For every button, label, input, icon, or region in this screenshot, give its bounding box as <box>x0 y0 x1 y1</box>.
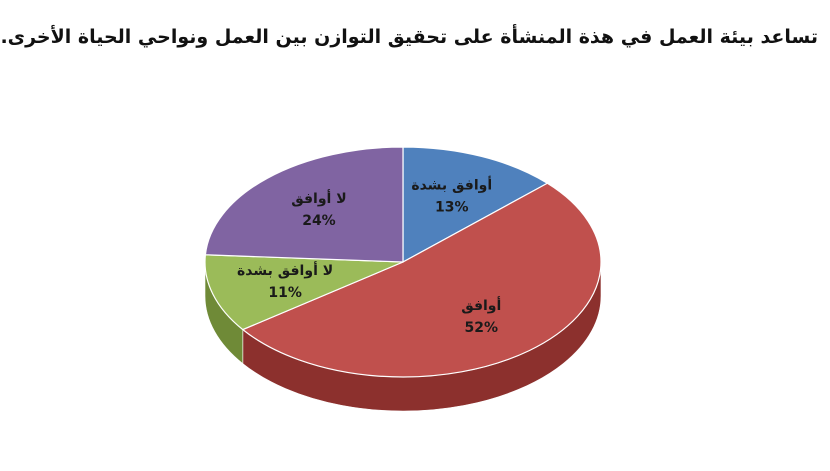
pie-slice-3 <box>204 146 404 263</box>
slice-value-label-3: 24% <box>302 213 336 229</box>
slice-category-label-0: أوافق بشدة <box>411 176 492 194</box>
pie-slice-0 <box>402 146 549 264</box>
pie-labels: أوافق بشدة 13% أوافق 52% لا أوافق بشدة 11% لا … <box>237 176 501 336</box>
slice-value-label-0: 13% <box>435 200 469 216</box>
slice-category-label-2: لا أوافق بشدة <box>237 261 333 279</box>
pie-slice-1 <box>241 182 602 378</box>
slice-value-label-1: 52% <box>464 320 498 336</box>
chart-title: تساعد بيئة العمل في هذة المنشأة على تحقي… <box>0 26 818 48</box>
slice-category-label-1: أوافق <box>461 296 501 314</box>
slice-value-label-2: 11% <box>268 285 302 301</box>
pie-slice-2 <box>204 254 404 331</box>
slice-category-label-3: لا أوافق <box>291 189 346 207</box>
pie-tops <box>204 146 602 378</box>
